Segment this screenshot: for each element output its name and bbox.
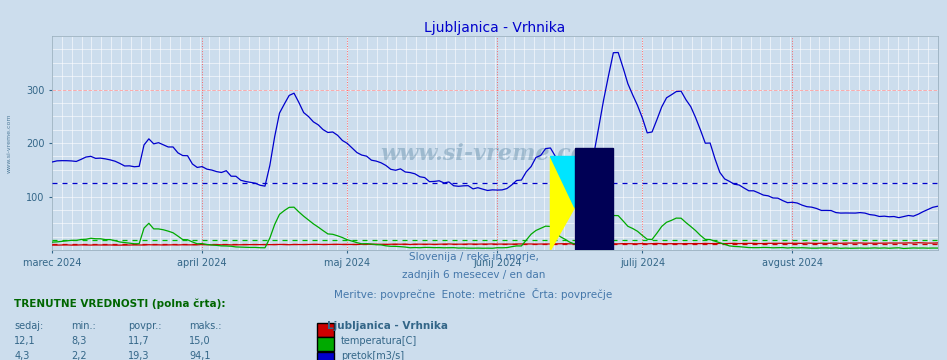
Text: 94,1: 94,1	[189, 351, 211, 360]
Text: min.:: min.:	[71, 321, 96, 331]
FancyBboxPatch shape	[317, 352, 334, 360]
Text: TRENUTNE VREDNOSTI (polna črta):: TRENUTNE VREDNOSTI (polna črta):	[14, 299, 225, 309]
Text: 2,2: 2,2	[71, 351, 86, 360]
Text: www.si-vreme.com: www.si-vreme.com	[381, 143, 609, 165]
Text: 19,3: 19,3	[128, 351, 150, 360]
Text: Ljubljanica - Vrhnika: Ljubljanica - Vrhnika	[327, 321, 448, 331]
Text: zadnjih 6 mesecev / en dan: zadnjih 6 mesecev / en dan	[402, 270, 545, 280]
Text: 11,7: 11,7	[128, 336, 150, 346]
Text: Meritve: povprečne  Enote: metrične  Črta: povprečje: Meritve: povprečne Enote: metrične Črta:…	[334, 288, 613, 300]
Polygon shape	[550, 157, 599, 207]
Text: povpr.:: povpr.:	[128, 321, 161, 331]
Text: sedaj:: sedaj:	[14, 321, 44, 331]
FancyBboxPatch shape	[317, 337, 334, 351]
Text: maks.:: maks.:	[189, 321, 222, 331]
FancyBboxPatch shape	[317, 323, 334, 337]
Text: www.si-vreme.com: www.si-vreme.com	[7, 113, 12, 173]
Text: 4,3: 4,3	[14, 351, 29, 360]
Text: pretok[m3/s]: pretok[m3/s]	[341, 351, 404, 360]
Text: 12,1: 12,1	[14, 336, 36, 346]
Polygon shape	[550, 157, 575, 250]
Text: 8,3: 8,3	[71, 336, 86, 346]
Text: temperatura[C]: temperatura[C]	[341, 336, 418, 346]
Text: 15,0: 15,0	[189, 336, 211, 346]
Title: Ljubljanica - Vrhnika: Ljubljanica - Vrhnika	[424, 21, 565, 35]
Bar	[575, 148, 614, 250]
Text: Slovenija / reke in morje,: Slovenija / reke in morje,	[408, 252, 539, 262]
